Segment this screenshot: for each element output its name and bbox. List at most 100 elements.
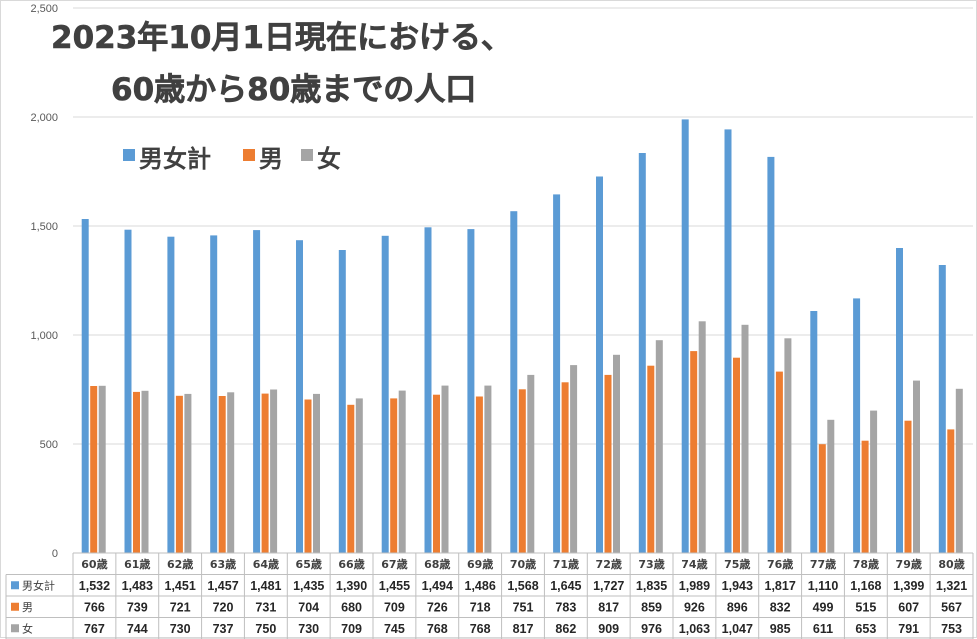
x-category-label: 78歳: [853, 557, 879, 571]
y-tick-label: 500: [40, 439, 58, 451]
table-cell-value: 859: [641, 601, 662, 615]
legend-label: 男女計: [139, 145, 211, 173]
bar: [467, 229, 475, 553]
bar: [347, 404, 355, 553]
bar: [390, 398, 398, 553]
bar: [175, 395, 183, 553]
bar: [698, 321, 706, 553]
table-cell-value: 817: [513, 622, 534, 636]
bar: [553, 194, 561, 553]
bar: [433, 394, 440, 553]
bar: [475, 396, 483, 553]
bar: [861, 440, 869, 553]
table-cell-value: 718: [470, 601, 491, 615]
table-cell-value: 1,568: [507, 579, 538, 593]
table-cell-value: 1,399: [893, 579, 924, 593]
bar: [741, 324, 749, 553]
table-legend-key: [11, 602, 19, 611]
table-cell-value: 1,455: [379, 579, 410, 593]
bar: [638, 153, 646, 553]
bar: [810, 311, 818, 553]
bar: [647, 365, 655, 553]
table-cell-value: 607: [898, 601, 919, 615]
bar: [313, 393, 320, 553]
table-cell-value: 768: [470, 622, 491, 636]
bar: [424, 227, 432, 554]
x-category-label: 62歳: [167, 557, 193, 571]
table-series-label: 男女計: [22, 579, 55, 593]
legend-swatch: [301, 149, 313, 161]
bar: [90, 386, 98, 553]
x-category-label: 76歳: [767, 557, 793, 571]
table-cell-value: 721: [170, 601, 191, 615]
bar: [270, 389, 278, 553]
bar: [124, 229, 132, 553]
bar: [767, 156, 775, 553]
x-category-label: 74歳: [681, 557, 707, 571]
bar: [381, 235, 389, 554]
x-category-label: 69歳: [467, 557, 493, 571]
x-category-label: 72歳: [596, 557, 622, 571]
bar: [904, 420, 912, 553]
bar: [441, 385, 449, 553]
bar: [724, 129, 732, 553]
table-cell-value: 1,168: [850, 579, 881, 593]
table-legend-key: [11, 624, 19, 633]
table-cell-value: 1,943: [722, 579, 753, 593]
table-cell-value: 611: [813, 622, 833, 636]
table-cell-value: 653: [855, 622, 876, 636]
x-category-label: 68歳: [424, 557, 450, 571]
table-cell-value: 751: [513, 601, 534, 615]
bar: [218, 396, 226, 553]
x-category-label: 80歳: [938, 557, 964, 571]
bar: [690, 351, 698, 553]
chart-title-line-2: 60歳から80歳までの人口: [111, 72, 476, 108]
table-cell-value: 515: [855, 601, 876, 615]
bar: [141, 390, 149, 553]
y-tick-label: 0: [52, 548, 58, 560]
x-category-label: 63歳: [210, 557, 236, 571]
bar: [818, 444, 826, 553]
bar: [947, 429, 955, 553]
bar: [184, 393, 192, 553]
x-category-label: 73歳: [638, 557, 664, 571]
table-cell-value: 1,989: [679, 579, 710, 593]
bar: [338, 250, 346, 553]
bar: [304, 399, 312, 553]
table-cell-value: 720: [213, 601, 234, 615]
bar: [913, 380, 920, 553]
bar: [870, 410, 878, 553]
y-tick-label: 2,000: [30, 112, 58, 124]
bar: [827, 419, 835, 553]
chart-title-line-1: 2023年10月1日現在における、: [51, 20, 512, 56]
bar: [167, 236, 175, 553]
table-cell-value: 791: [898, 622, 919, 636]
bar: [98, 385, 106, 553]
y-tick-label: 2,500: [30, 3, 58, 15]
bar: [613, 354, 620, 553]
table-cell-value: 783: [555, 601, 576, 615]
bar: [355, 398, 363, 553]
bar: [733, 357, 740, 553]
bar: [210, 235, 218, 553]
table-cell-value: 730: [298, 622, 319, 636]
table-cell-value: 1,483: [122, 579, 153, 593]
x-category-label: 71歳: [553, 557, 579, 571]
y-tick-label: 1,500: [30, 221, 58, 233]
bar: [775, 371, 783, 553]
table-cell-value: 1,727: [593, 579, 624, 593]
table-cell-value: 1,481: [250, 579, 281, 593]
bar: [681, 119, 689, 554]
table-cell-value: 1,486: [465, 579, 496, 593]
bar: [853, 298, 861, 553]
x-category-label: 61歳: [124, 557, 150, 571]
table-cell-value: 1,817: [765, 579, 796, 593]
x-category-label: 75歳: [724, 557, 750, 571]
table-legend-key: [11, 581, 19, 590]
bar: [655, 340, 663, 553]
x-category-label: 77歳: [810, 557, 836, 571]
table-cell-value: 1,835: [636, 579, 667, 593]
table-cell-value: 731: [255, 601, 276, 615]
table-cell-value: 1,494: [422, 579, 453, 593]
table-cell-value: 1,063: [679, 622, 710, 636]
